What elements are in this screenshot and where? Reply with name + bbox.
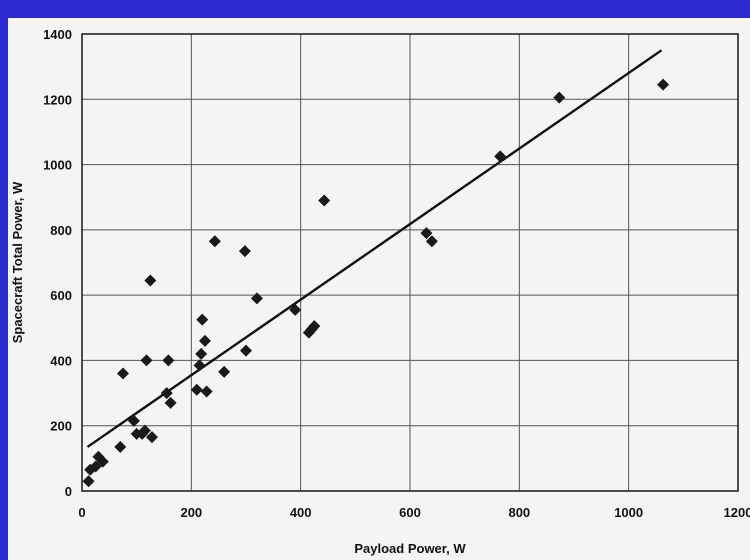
data-points bbox=[82, 78, 670, 488]
x-axis-title: Payload Power, W bbox=[354, 541, 466, 556]
y-tick-label: 0 bbox=[65, 484, 72, 499]
y-axis-title: Spacecraft Total Power, W bbox=[10, 181, 25, 343]
data-point bbox=[200, 385, 213, 398]
chart-paper bbox=[8, 18, 750, 560]
data-point bbox=[193, 359, 206, 372]
data-point bbox=[196, 313, 209, 326]
data-point bbox=[308, 320, 321, 333]
data-point bbox=[144, 274, 157, 287]
data-point bbox=[553, 91, 566, 104]
data-point bbox=[140, 354, 153, 367]
x-tick-label: 600 bbox=[399, 505, 421, 520]
data-point bbox=[190, 383, 203, 396]
y-tick-label: 1000 bbox=[43, 158, 72, 173]
data-point bbox=[138, 424, 151, 437]
data-point bbox=[494, 150, 507, 163]
x-tick-label: 800 bbox=[508, 505, 530, 520]
y-tick-label: 800 bbox=[50, 223, 72, 238]
data-point bbox=[318, 194, 331, 207]
data-point bbox=[420, 227, 433, 240]
y-tick-labels: 0 200 400 600 800 1000 1200 1400 bbox=[43, 27, 72, 499]
y-tick-label: 200 bbox=[50, 419, 72, 434]
x-tick-label: 0 bbox=[78, 505, 85, 520]
data-point bbox=[164, 396, 177, 409]
x-tick-label: 400 bbox=[290, 505, 312, 520]
trend-line bbox=[86, 49, 663, 448]
data-point bbox=[195, 347, 208, 360]
data-point bbox=[208, 235, 221, 248]
data-point bbox=[238, 245, 251, 258]
x-tick-label: 1200 bbox=[724, 505, 750, 520]
data-point bbox=[657, 78, 670, 91]
data-point bbox=[199, 334, 211, 347]
y-tick-label: 1200 bbox=[43, 92, 72, 107]
data-point bbox=[127, 414, 140, 427]
data-point bbox=[240, 344, 252, 357]
data-point bbox=[162, 354, 175, 367]
data-point bbox=[96, 455, 109, 468]
data-point bbox=[117, 367, 129, 380]
data-point bbox=[89, 460, 102, 473]
y-tick-label: 600 bbox=[50, 288, 72, 303]
plot-frame bbox=[81, 33, 739, 492]
y-tick-label: 400 bbox=[50, 353, 72, 368]
grid bbox=[81, 33, 739, 492]
x-tick-label: 1000 bbox=[614, 505, 643, 520]
data-point bbox=[218, 365, 231, 378]
data-point bbox=[82, 475, 95, 488]
x-tick-labels: 0 200 400 600 800 1000 1200 bbox=[78, 505, 750, 520]
data-point bbox=[160, 387, 173, 400]
x-tick-label: 200 bbox=[180, 505, 202, 520]
data-point bbox=[289, 303, 302, 316]
y-tick-label: 1400 bbox=[43, 27, 72, 42]
data-point bbox=[114, 440, 127, 453]
data-point bbox=[425, 235, 438, 248]
data-point bbox=[145, 431, 158, 444]
data-point bbox=[250, 292, 263, 305]
